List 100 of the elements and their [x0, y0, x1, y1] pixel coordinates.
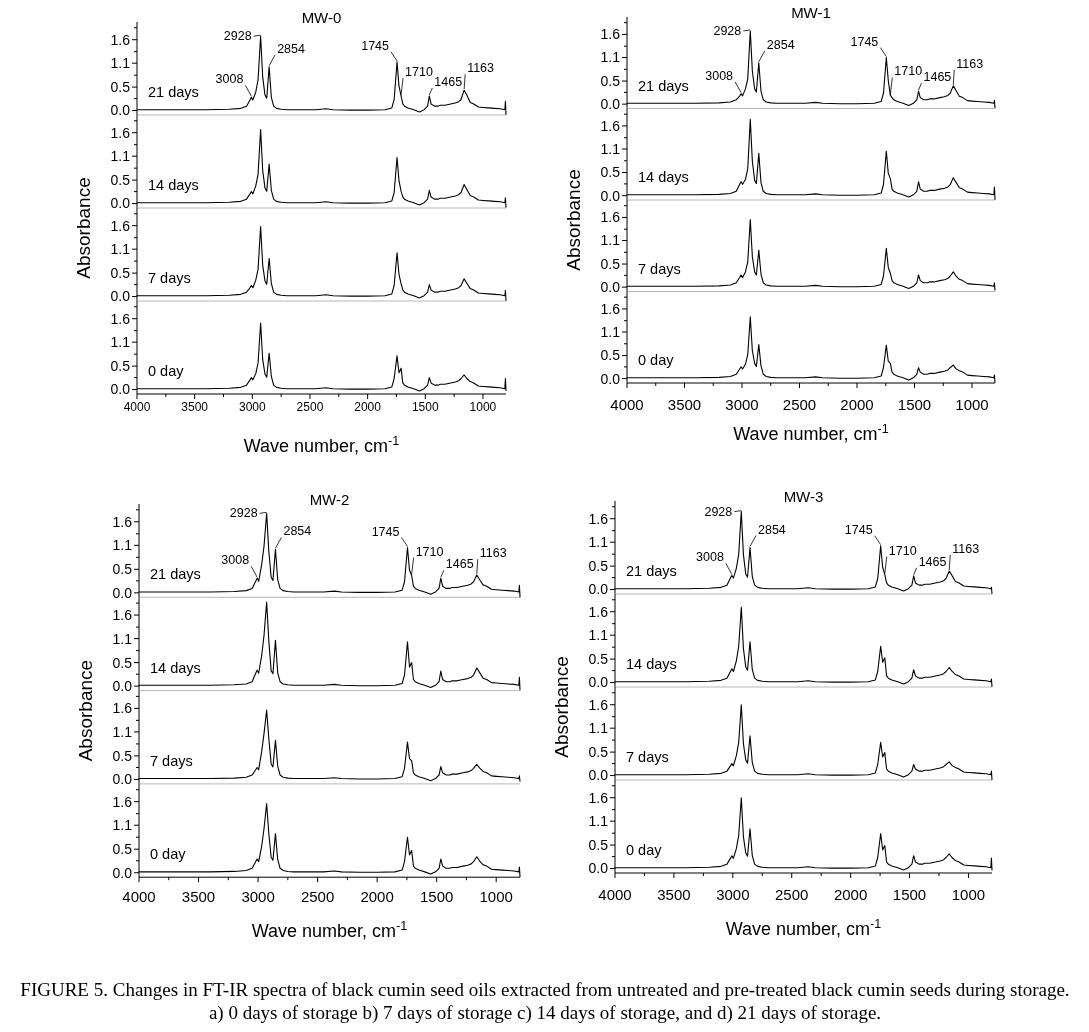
annotation: 1710: [894, 64, 923, 79]
annotation: 2928: [704, 504, 733, 519]
x-tick-label: 3500: [181, 400, 209, 414]
text: a) 0 days of storage b) 7 days of storage c) 14 days of storage, and d) 21 days of storage.: [208, 1002, 882, 1024]
annotation: 1163: [956, 56, 984, 71]
y-tick-label: 1.1: [588, 534, 609, 551]
y-tick-label: 1.6: [110, 124, 131, 141]
annotation: 3008: [215, 72, 244, 87]
y-tick-label: 0.5: [110, 358, 131, 374]
x-tick-label: 3000: [241, 888, 275, 906]
x-tick-label: 4000: [123, 400, 151, 414]
y-tick-label: 1.1: [600, 49, 621, 66]
y-tick-label: 1.6: [600, 117, 621, 134]
x-tick-label: 3000: [725, 396, 759, 413]
y-tick-label: 0.0: [588, 581, 609, 598]
x-tick-label: 1000: [955, 396, 989, 413]
y-tick-label: 0.5: [588, 744, 609, 760]
y-tick-label: 0.0: [110, 195, 131, 212]
x-tick-label: 2000: [840, 396, 874, 413]
y-tick-label: 1.1: [110, 334, 131, 351]
y-axis-title: Absorbance: [73, 177, 94, 279]
y-tick-label: 1.6: [600, 209, 621, 226]
y-tick-label: 1.1: [112, 630, 133, 647]
y-tick-label: 0.0: [112, 678, 133, 695]
y-tick-label: 1.1: [588, 720, 609, 737]
series-label: 14 days: [148, 177, 199, 193]
y-tick-label: 1.6: [112, 606, 133, 623]
y-tick-label: 0.0: [600, 370, 621, 387]
series-label: 21 days: [150, 566, 201, 583]
y-tick-label: 0.5: [588, 837, 609, 853]
series-label: 21 days: [148, 84, 199, 100]
x-tick-label: 4000: [598, 886, 632, 903]
y-tick-label: 1.6: [112, 700, 133, 717]
y-tick-label: 1.6: [588, 510, 609, 527]
y-tick-label: 1.1: [600, 323, 621, 340]
x-tick-label: 2000: [833, 886, 868, 903]
x-tick-label: 2500: [775, 886, 809, 903]
y-tick-label: 1.1: [600, 140, 621, 157]
x-axis-title: Wave number, cm$^{-1}$: [243, 434, 400, 456]
series-label: 0 day: [626, 842, 663, 858]
y-tick-label: 1.6: [110, 217, 131, 234]
y-tick-label: 0.5: [110, 79, 131, 95]
y-tick-label: 0.0: [588, 674, 609, 691]
y-tick-label: 1.6: [112, 513, 133, 530]
y-tick-label: 0.0: [110, 288, 131, 305]
x-axis-title: Wave number, cm$^{-1}$: [725, 917, 882, 939]
y-tick-label: 0.0: [600, 187, 621, 204]
series-label: 21 days: [626, 563, 677, 579]
y-tick-label: 1.1: [588, 627, 609, 644]
y-tick-label: 0.0: [600, 279, 621, 296]
y-tick-label: 0.0: [588, 767, 609, 784]
x-tick-label: 2000: [354, 400, 382, 414]
series-label: 7 days: [150, 752, 193, 769]
annotation: 1710: [405, 64, 433, 79]
series-label: 0 day: [638, 352, 675, 368]
x-tick-label: 1500: [419, 888, 454, 906]
y-tick-label: 0.5: [112, 747, 133, 764]
annotation: 1745: [850, 34, 879, 49]
series-label: 7 days: [638, 260, 681, 277]
y-tick-label: 0.0: [112, 864, 133, 881]
x-tick-label: 1500: [897, 396, 932, 413]
y-tick-label: 1.1: [112, 817, 133, 834]
y-tick-label: 0.5: [112, 561, 133, 578]
x-tick-label: 2500: [782, 396, 817, 413]
x-axis-title: Wave number, cm$^{-1}$: [251, 919, 408, 942]
x-tick-label: 1500: [411, 400, 439, 414]
y-tick-label: 1.1: [112, 537, 133, 554]
x-tick-label: 4000: [122, 888, 156, 906]
y-tick-label: 0.0: [112, 584, 133, 601]
annotation: 3008: [705, 68, 734, 83]
y-tick-label: 1.1: [112, 723, 133, 740]
x-tick-label: 4000: [610, 396, 644, 413]
series-label: 0 day: [148, 363, 185, 379]
y-tick-label: 1.6: [588, 789, 609, 806]
annotation: 1465: [918, 554, 947, 569]
annotation: 3008: [696, 550, 724, 565]
y-tick-label: 0.0: [588, 860, 609, 877]
x-tick-label: 3500: [667, 396, 702, 413]
annotation: 1465: [923, 70, 952, 85]
annotation: 1710: [888, 543, 917, 558]
x-tick-label: 2000: [360, 888, 394, 906]
series-label: 0 day: [150, 846, 187, 863]
y-tick-label: 0.5: [600, 347, 621, 364]
annotation: 2854: [758, 522, 786, 537]
annotation: 2854: [277, 41, 305, 56]
y-tick-label: 1.6: [600, 26, 621, 43]
series-label: 21 days: [638, 77, 689, 94]
x-tick-label: 1000: [469, 400, 497, 414]
annotation: 1465: [434, 74, 463, 89]
y-tick-label: 1.6: [110, 310, 131, 327]
caption: FIGURE 5. Changes in FT-IR spectra of black cumin seed oils extracted from untreated and pre-treated black cumin seeds during storage.: [20, 979, 1070, 1000]
chart-title: MW-1: [791, 4, 831, 21]
y-tick-label: 0.5: [600, 72, 621, 89]
y-tick-label: 0.5: [110, 265, 131, 281]
y-tick-label: 1.6: [110, 31, 131, 48]
series-label: 7 days: [626, 749, 669, 765]
y-axis-title: Absorbance: [75, 659, 96, 762]
annotation: 1745: [361, 38, 390, 53]
y-tick-label: 0.5: [110, 172, 131, 188]
y-tick-label: 1.1: [110, 241, 131, 258]
